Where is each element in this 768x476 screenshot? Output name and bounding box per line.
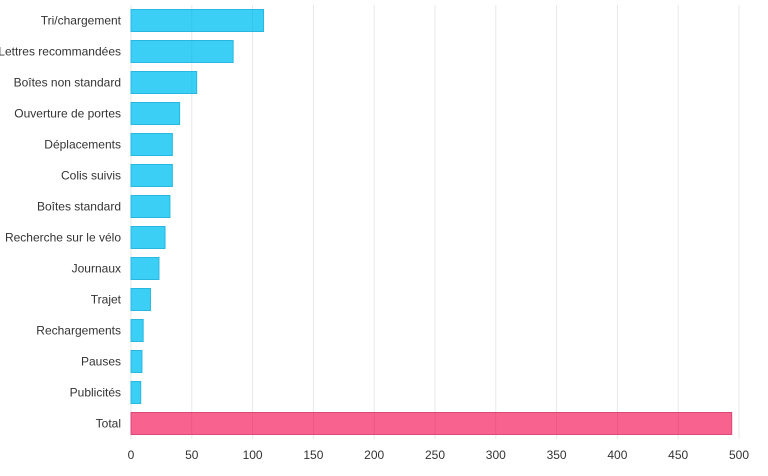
category-label: Total <box>96 417 121 431</box>
category-label: Tri/chargement <box>41 14 122 28</box>
bar[interactable] <box>130 381 142 404</box>
category-label: Boîtes non standard <box>14 76 121 90</box>
x-tick-label: 300 <box>486 448 506 462</box>
category-label: Lettres recommandées <box>0 45 121 59</box>
category-label: Déplacements <box>44 138 121 152</box>
x-tick-label: 450 <box>668 448 688 462</box>
bar[interactable] <box>130 71 198 94</box>
x-tick-label: 50 <box>185 448 199 462</box>
x-tick-label: 400 <box>607 448 627 462</box>
bar[interactable] <box>130 9 265 32</box>
bar[interactable] <box>130 350 143 373</box>
x-tick-label: 350 <box>547 448 567 462</box>
x-tick-label: 150 <box>303 448 323 462</box>
bar-total[interactable] <box>130 412 733 435</box>
category-label: Publicités <box>70 386 121 400</box>
x-axis-ticks: 0 50 100 150 200 250 300 350 400 450 500 <box>128 448 750 462</box>
category-labels: Tri/chargement Lettres recommandées Boîtes… <box>0 14 122 431</box>
x-tick-label: 0 <box>128 448 135 462</box>
category-label: Ouverture de portes <box>14 107 121 121</box>
bar[interactable] <box>130 226 166 249</box>
bar[interactable] <box>130 257 160 280</box>
bar[interactable] <box>130 164 173 187</box>
bar[interactable] <box>130 319 144 342</box>
category-label: Journaux <box>72 262 121 276</box>
bar[interactable] <box>130 195 171 218</box>
bar[interactable] <box>130 102 181 125</box>
x-tick-label: 250 <box>425 448 445 462</box>
category-label: Recherche sur le vélo <box>5 231 121 245</box>
bar[interactable] <box>130 133 173 156</box>
category-label: Rechargements <box>36 324 121 338</box>
category-label: Pauses <box>81 355 121 369</box>
x-tick-label: 200 <box>364 448 384 462</box>
bars <box>130 9 733 435</box>
gridlines <box>130 5 740 439</box>
x-tick-label: 500 <box>729 448 749 462</box>
category-label: Trajet <box>91 293 122 307</box>
bar[interactable] <box>130 288 151 311</box>
x-tick-label: 100 <box>243 448 263 462</box>
bar[interactable] <box>130 40 234 63</box>
category-label: Colis suivis <box>61 169 121 183</box>
category-label: Boîtes standard <box>37 200 121 214</box>
